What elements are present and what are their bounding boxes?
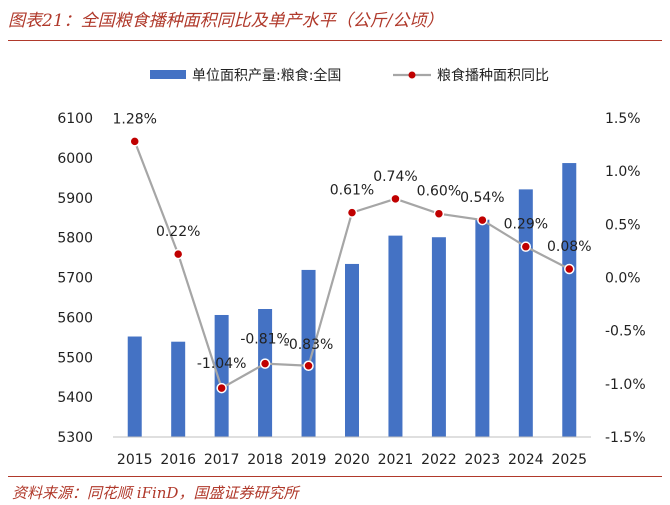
left-tick-label: 5500 <box>57 350 93 366</box>
line-point <box>259 358 271 369</box>
line-point <box>390 193 401 205</box>
legend: 单位面积产量:粮食:全国 粮食播种面积同比 <box>150 67 549 84</box>
x-tick-label: 2024 <box>508 452 544 468</box>
line-point <box>172 248 184 260</box>
bar <box>258 309 273 437</box>
line-point <box>216 382 227 394</box>
data-label: 0.61% <box>330 183 374 199</box>
source-note: 资料来源：同花顺 iFinD，国盛证券研究所 <box>12 484 299 502</box>
data-label: 1.28% <box>112 111 156 127</box>
line-point <box>303 360 314 372</box>
legend-bar-swatch <box>150 70 186 79</box>
data-label: -1.04% <box>197 356 247 372</box>
left-tick-label: 6100 <box>57 111 93 127</box>
x-tick-label: 2025 <box>551 452 587 468</box>
x-tick-label: 2017 <box>204 452 240 468</box>
x-axis: 2015 2016 2017 2018 2019 2020 2021 2022 2023 2024… <box>113 436 591 468</box>
right-axis: -1.5% -1.0% -0.5% 0.0% 0.5% 1.0% 1.5% <box>605 111 646 446</box>
title-divider <box>8 40 662 41</box>
data-label: 0.54% <box>460 190 504 206</box>
line-point <box>477 214 488 226</box>
left-tick-label: 5300 <box>57 430 93 446</box>
data-label: -0.83% <box>284 337 334 353</box>
bar <box>475 219 490 437</box>
data-label: 0.08% <box>547 239 591 255</box>
bar <box>171 341 186 437</box>
x-tick-label: 2021 <box>378 452 414 468</box>
x-tick-label: 2018 <box>247 452 283 468</box>
left-tick-label: 5800 <box>57 231 93 247</box>
line-point <box>520 241 532 252</box>
line-point <box>564 263 575 275</box>
legend-bar-label: 单位面积产量:粮食:全国 <box>192 67 341 84</box>
bar <box>345 263 359 437</box>
data-label: 0.60% <box>417 184 461 200</box>
source-divider <box>8 476 662 477</box>
right-tick-label: -1.0% <box>605 377 646 393</box>
data-label: 0.22% <box>156 224 200 240</box>
line-point <box>346 207 358 218</box>
right-tick-label: 1.5% <box>605 111 641 127</box>
data-label: -0.81% <box>240 332 290 348</box>
bar <box>431 237 446 437</box>
left-axis: 5300 5400 5500 5600 5700 5800 5900 6000 6100 <box>57 111 93 446</box>
x-tick-label: 2015 <box>117 452 153 468</box>
x-tick-label: 2019 <box>291 452 327 468</box>
right-tick-label: 1.0% <box>605 164 641 180</box>
chart: 单位面积产量:粮食:全国 粮食播种面积同比 5300 5400 5500 5600 570… <box>57 67 646 468</box>
data-label: 0.74% <box>373 169 417 185</box>
left-tick-label: 5400 <box>57 390 93 406</box>
left-tick-label: 5600 <box>57 310 93 326</box>
right-tick-label: -0.5% <box>605 324 646 340</box>
legend-line-marker <box>408 71 416 79</box>
chart-title: 图表21：全国粮食播种面积同比及单产水平（公斤/公顷） <box>8 11 444 31</box>
right-tick-label: 0.5% <box>605 217 641 233</box>
right-tick-label: 0.0% <box>605 271 641 287</box>
bar <box>518 189 533 437</box>
bar <box>214 314 229 437</box>
bar <box>127 336 142 437</box>
legend-line-label: 粮食播种面积同比 <box>437 67 549 84</box>
left-tick-label: 5900 <box>57 191 93 207</box>
bar <box>562 163 577 437</box>
x-tick-label: 2020 <box>334 452 370 468</box>
data-label: 0.29% <box>504 217 548 233</box>
line-series <box>129 136 575 394</box>
left-tick-label: 6000 <box>57 151 93 167</box>
data-labels: 1.28%0.22%-1.04%-0.81%-0.83%0.61%0.74%0.… <box>112 111 591 372</box>
x-tick-label: 2022 <box>421 452 457 468</box>
x-tick-label: 2023 <box>465 452 501 468</box>
left-tick-label: 5700 <box>57 271 93 287</box>
line-point <box>129 136 140 147</box>
bar-series <box>127 163 577 437</box>
x-tick-label: 2016 <box>160 452 196 468</box>
line-point <box>433 208 445 219</box>
bar <box>388 235 403 437</box>
right-tick-label: -1.5% <box>605 430 646 446</box>
bar <box>301 269 316 437</box>
